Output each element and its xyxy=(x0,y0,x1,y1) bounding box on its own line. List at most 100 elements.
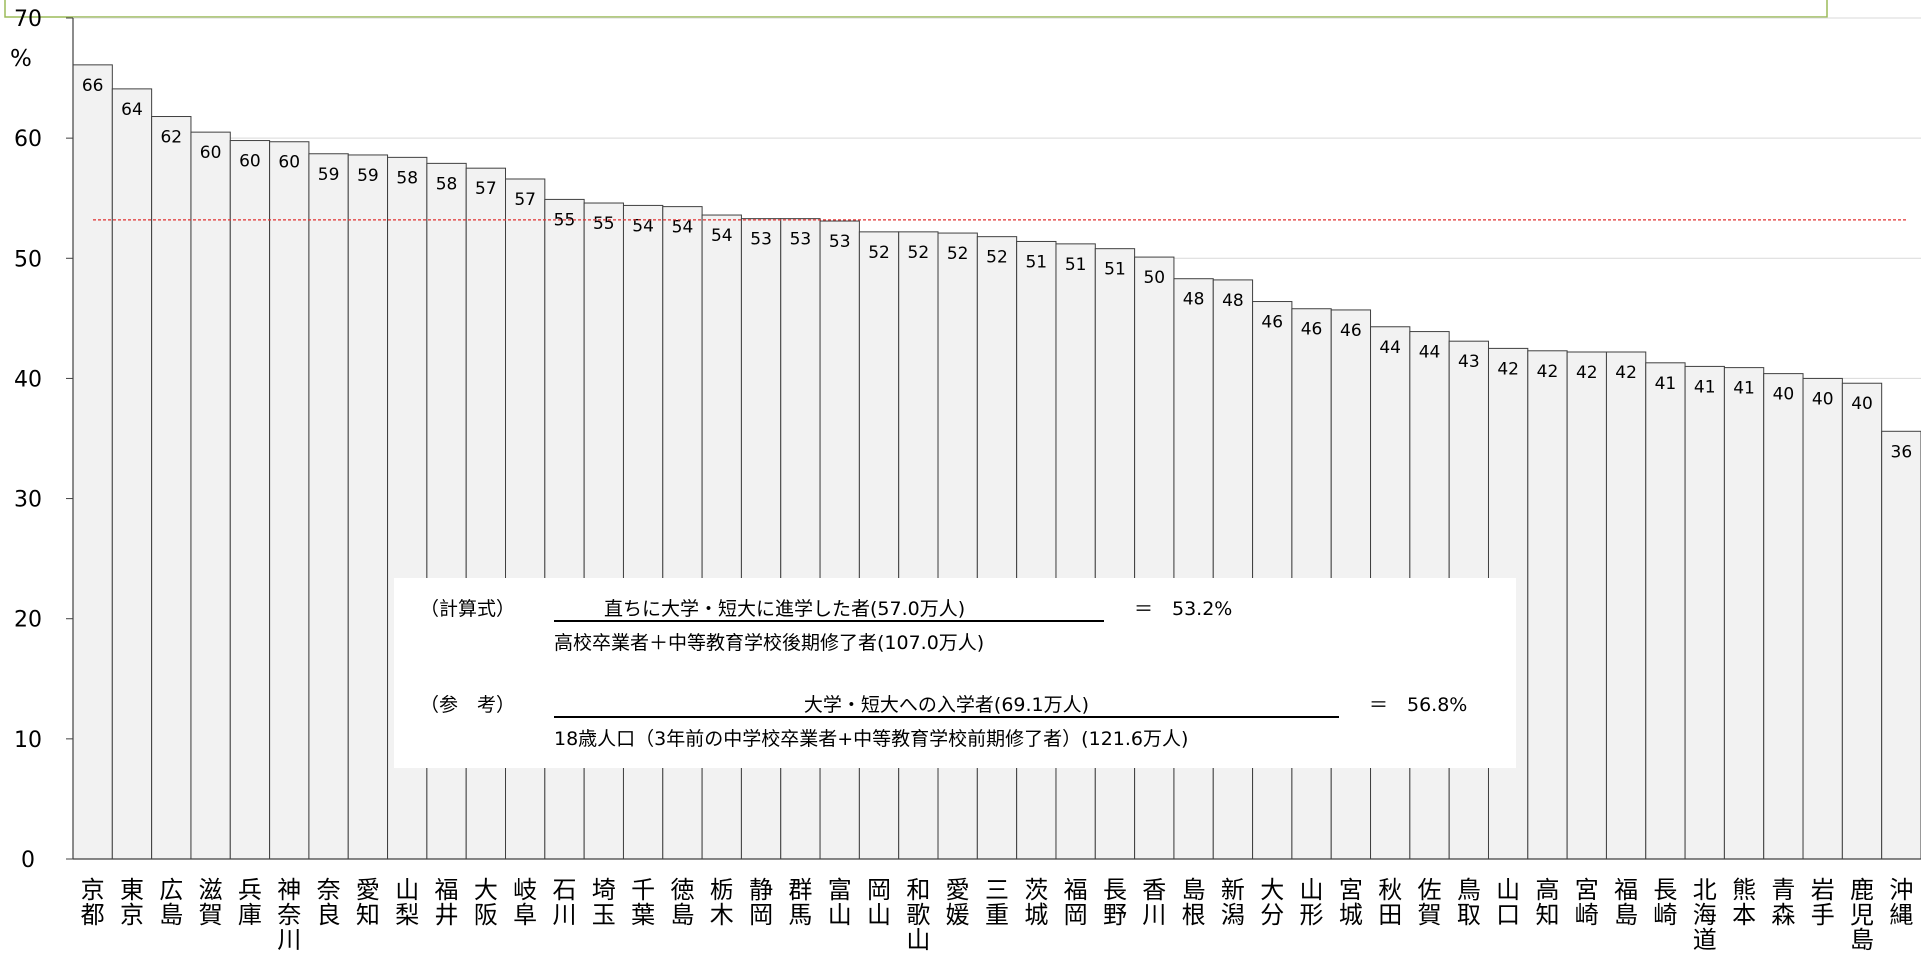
bar xyxy=(1605,351,1647,860)
x-category-label: 島 xyxy=(159,901,183,929)
bar-value-label: 48 xyxy=(1183,290,1205,310)
bar-value-label: 58 xyxy=(436,174,458,194)
x-category-label: 佐 xyxy=(1418,876,1442,904)
x-axis-category-labels: 京都東京広島滋賀兵庫神奈川奈良愛知山梨福井大阪岐阜石川埼玉千葉徳島栃木静岡群馬富… xyxy=(81,876,1914,954)
x-category-label: 愛 xyxy=(946,876,970,904)
x-category-label: 媛 xyxy=(946,901,970,929)
bar-value-label: 42 xyxy=(1537,362,1559,382)
x-category-label: 島 xyxy=(1182,876,1206,904)
x-category-label: 分 xyxy=(1260,901,1284,929)
x-category-label: 形 xyxy=(1300,901,1324,929)
x-category-label: 東 xyxy=(120,876,144,904)
bar xyxy=(1723,367,1765,860)
calc-label: （計算式） xyxy=(420,598,516,620)
x-category-label: 川 xyxy=(277,926,301,954)
bar-value-label: 60 xyxy=(278,153,300,173)
x-category-label: 岐 xyxy=(513,876,537,904)
x-category-label: 群 xyxy=(788,876,812,904)
x-category-label: 福 xyxy=(1064,876,1088,904)
bar-value-label: 52 xyxy=(986,248,1008,268)
ref-numerator: 大学・短大への入学者(69.1万人) xyxy=(803,694,1090,716)
x-category-label: 葉 xyxy=(631,901,655,929)
x-category-label: 城 xyxy=(1024,901,1048,929)
x-category-label: 賀 xyxy=(1418,901,1442,929)
y-tick-label: 70 xyxy=(14,7,42,32)
bar xyxy=(1527,350,1568,860)
bar-value-label: 46 xyxy=(1261,313,1283,333)
x-category-label: 岡 xyxy=(867,876,891,904)
y-tick-label: 60 xyxy=(14,127,42,152)
bar xyxy=(1645,362,1686,860)
x-category-label: 重 xyxy=(985,901,1009,929)
bar xyxy=(1763,373,1804,860)
x-category-label: 福 xyxy=(435,876,459,904)
bar xyxy=(229,140,271,860)
bar-value-label: 59 xyxy=(357,166,379,186)
bar xyxy=(151,116,192,860)
x-category-label: 大 xyxy=(1260,876,1284,904)
calc-fraction-bar xyxy=(554,620,1104,622)
x-category-label: 大 xyxy=(474,876,498,904)
x-category-label: 宮 xyxy=(1339,876,1363,904)
x-category-label: 都 xyxy=(81,901,105,929)
x-category-label: 徳 xyxy=(670,876,694,904)
bar-value-label: 40 xyxy=(1773,385,1795,405)
bar-value-label: 46 xyxy=(1340,321,1362,341)
bar-value-label: 58 xyxy=(396,168,418,188)
x-category-label: 宮 xyxy=(1575,876,1599,904)
x-category-label: 埼 xyxy=(592,876,616,904)
x-category-label: 奈 xyxy=(277,901,301,929)
bar-value-label: 62 xyxy=(160,128,182,148)
ref-label: （参 考） xyxy=(420,694,516,716)
x-category-label: 潟 xyxy=(1221,901,1245,929)
bar-value-label: 36 xyxy=(1891,442,1913,462)
x-category-label: 栃 xyxy=(710,876,734,904)
bar-value-label: 41 xyxy=(1733,379,1755,399)
x-category-label: 京 xyxy=(81,876,105,904)
bar-value-label: 43 xyxy=(1458,352,1480,372)
bar xyxy=(1212,279,1254,860)
y-tick-label: 30 xyxy=(14,488,42,513)
bar xyxy=(269,141,310,860)
bar-value-label: 57 xyxy=(514,190,536,210)
x-category-label: 知 xyxy=(356,901,380,929)
bar xyxy=(1173,278,1214,860)
x-category-label: 千 xyxy=(631,876,655,904)
bar-value-label: 66 xyxy=(82,76,104,96)
bar-value-label: 50 xyxy=(1143,268,1165,288)
x-category-label: 口 xyxy=(1496,901,1520,929)
x-category-label: 奈 xyxy=(317,876,341,904)
y-tick-label: 50 xyxy=(14,247,42,272)
x-category-label: 賀 xyxy=(199,901,223,929)
bar-value-label: 59 xyxy=(318,165,340,185)
x-category-label: 玉 xyxy=(592,901,616,929)
bar-value-label: 41 xyxy=(1655,374,1677,394)
bar-value-label: 51 xyxy=(1065,255,1087,275)
x-category-label: 沖 xyxy=(1889,876,1913,904)
formula-box: （計算式） 直ちに大学・短大に進学した者(57.0万人) 高校卒業者＋中等教育学… xyxy=(394,578,1516,768)
bar-value-label: 57 xyxy=(475,179,497,199)
x-category-label: 川 xyxy=(552,901,576,929)
ref-result: ＝ 56.8% xyxy=(1369,694,1468,716)
x-category-label: 川 xyxy=(1142,901,1166,929)
x-category-label: 静 xyxy=(749,876,773,904)
x-category-label: 和 xyxy=(906,876,930,904)
x-category-label: 山 xyxy=(867,901,891,929)
x-category-label: 島 xyxy=(670,901,694,929)
x-category-label: 岩 xyxy=(1811,876,1835,904)
x-category-label: 崎 xyxy=(1653,901,1677,929)
x-category-label: 茨 xyxy=(1024,876,1048,904)
x-category-label: 本 xyxy=(1732,901,1756,929)
x-category-label: 山 xyxy=(395,876,419,904)
x-category-label: 福 xyxy=(1614,876,1638,904)
bar xyxy=(1684,365,1725,860)
x-category-label: 手 xyxy=(1811,901,1835,929)
x-category-label: 木 xyxy=(710,901,734,929)
bar-value-label: 40 xyxy=(1851,394,1873,414)
x-category-label: 庫 xyxy=(238,901,262,929)
x-category-label: 山 xyxy=(828,901,852,929)
x-category-label: 山 xyxy=(1496,876,1520,904)
x-category-label: 広 xyxy=(159,876,183,904)
bar-value-label: 60 xyxy=(239,152,261,172)
